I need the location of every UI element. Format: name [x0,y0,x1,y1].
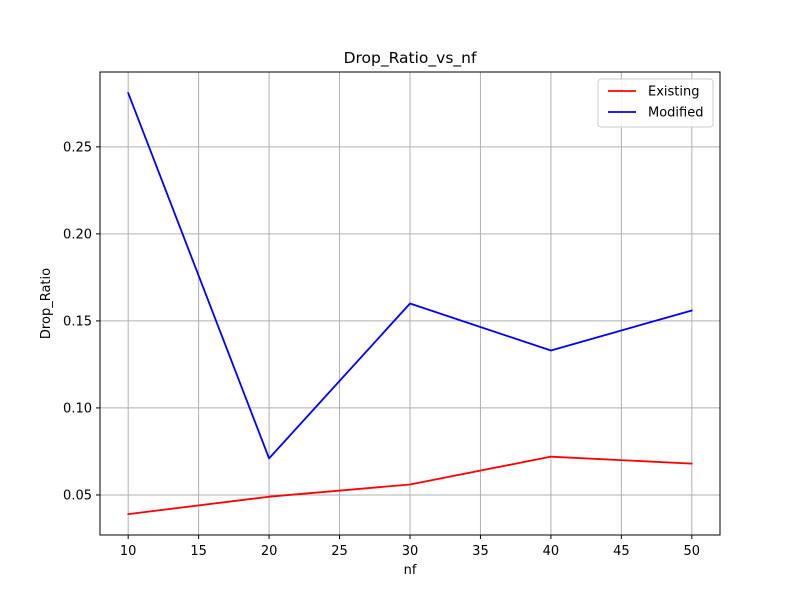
x-tick-label: 40 [543,544,560,559]
y-tick-label: 0.20 [63,227,92,242]
y-tick-label: 0.25 [63,140,92,155]
x-tick-label: 50 [684,544,701,559]
legend: Existing Modified [597,78,714,128]
x-axis-label: nf [404,563,417,578]
series-line-modified [127,91,693,460]
x-tick-label: 10 [120,544,137,559]
grid-lines [100,72,720,535]
y-tick-label: 0.05 [63,488,92,503]
y-tick-label: 0.15 [63,314,92,329]
y-tick-label: 0.10 [63,401,92,416]
x-tick-label: 35 [472,544,489,559]
x-tick-label: 15 [190,544,207,559]
x-tick-label: 25 [331,544,348,559]
series-lines [127,91,693,516]
x-tick-label: 30 [402,544,419,559]
x-tick-label: 45 [613,544,630,559]
legend-entry-modified: Modified [648,106,703,121]
series-line-existing [127,455,693,516]
x-tick-label: 20 [261,544,278,559]
axis-ticks: 10 15 20 25 30 35 40 45 50 0.05 0.10 0.15 0.20 0.25 [63,140,700,559]
chart-title: Drop_Ratio_vs_nf [344,49,477,68]
legend-entry-existing: Existing [648,85,700,100]
y-axis-label: Drop_Ratio [39,268,54,339]
